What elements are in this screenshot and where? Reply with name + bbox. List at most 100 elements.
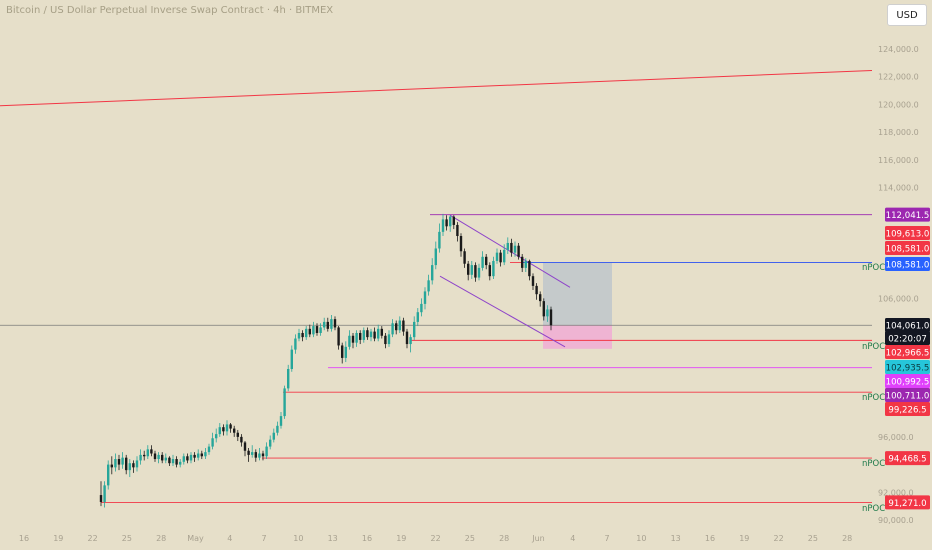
candle-body [236, 432, 239, 437]
candle [377, 324, 380, 342]
channel-upper-line [449, 214, 571, 288]
price-tick-label: 96,000.0 [878, 433, 914, 442]
candle-body [499, 252, 502, 263]
candle-body [197, 453, 200, 458]
candle [254, 449, 257, 462]
candle [549, 306, 553, 331]
candle-body [276, 425, 279, 433]
time-tick-label: 10 [293, 534, 303, 543]
price-label-text: 109,613.0 [886, 230, 930, 240]
candle [413, 316, 416, 340]
candle [405, 328, 409, 349]
candle-body [315, 326, 319, 333]
candle-body [463, 251, 466, 264]
price-label-text: 100,992.5 [886, 378, 930, 388]
candle-body [308, 328, 311, 335]
time-tick-label: 28 [499, 534, 509, 543]
candle [506, 237, 509, 255]
candle [287, 364, 290, 392]
candle [294, 334, 297, 354]
npoc-tag: nPOC [862, 504, 885, 514]
candle-body [121, 457, 124, 465]
candle [171, 454, 175, 466]
candle [503, 244, 506, 266]
currency-button[interactable]: USD [887, 4, 927, 26]
candle-body [524, 260, 527, 268]
candle-body [409, 337, 412, 345]
time-tick-label: 22 [774, 534, 784, 543]
candle-body [117, 459, 121, 465]
candle [323, 317, 326, 331]
candle-body [207, 446, 211, 453]
candle-body [261, 453, 265, 457]
price-tick-label: 114,000.0 [878, 184, 919, 193]
time-tick-label: 28 [156, 534, 166, 543]
candle-body [477, 267, 481, 278]
candle [146, 445, 149, 460]
candle-body [549, 309, 553, 326]
position-stop-zone[interactable] [543, 325, 612, 349]
candle [308, 324, 311, 338]
candle [456, 222, 459, 242]
candle [348, 330, 351, 350]
candle [337, 326, 340, 350]
candle-body [362, 330, 365, 340]
candle [395, 320, 398, 335]
candle-body [294, 338, 297, 350]
price-tick-label: 106,000.0 [878, 294, 919, 303]
candle-body [485, 256, 488, 266]
long-position-tool[interactable] [543, 262, 612, 349]
candle [344, 341, 347, 363]
candle-body [441, 219, 445, 232]
candle-body [459, 236, 463, 252]
price-label-box [885, 495, 930, 510]
time-tick-label: 13 [671, 534, 681, 543]
position-target-zone[interactable] [543, 262, 612, 326]
candle-body [211, 438, 214, 447]
candle-body [531, 276, 535, 286]
candle-body [384, 335, 387, 345]
candle-body [492, 260, 495, 277]
candle [481, 251, 484, 271]
candle [164, 453, 167, 464]
candle-body [153, 453, 157, 460]
candle-body [272, 432, 275, 440]
candle [283, 385, 286, 419]
price-tick-label: 92,000.0 [878, 488, 914, 497]
candle-body [204, 452, 207, 457]
candle-body [265, 446, 268, 457]
candle [387, 330, 391, 347]
candle-body [535, 285, 538, 295]
candle-body [132, 463, 135, 468]
candle [488, 262, 491, 281]
price-tick-label: 120,000.0 [878, 100, 919, 109]
candle-body [215, 434, 218, 439]
candle [517, 242, 520, 260]
candle [492, 256, 495, 279]
candle [459, 233, 463, 257]
candle [535, 283, 538, 300]
price-tick-label: 116,000.0 [878, 156, 919, 165]
candle-body [517, 245, 520, 257]
candle-body [488, 265, 491, 277]
price-label-text: 108,581.0 [886, 261, 930, 271]
candle-body [348, 335, 351, 347]
time-tick-label: 10 [636, 534, 646, 543]
candle-body [128, 463, 131, 471]
price-label-text: 02:20:07 [888, 335, 927, 345]
candle [150, 445, 153, 457]
candle [218, 423, 221, 437]
candle [474, 262, 477, 282]
candle [276, 421, 279, 436]
candle-body [139, 454, 142, 461]
candle-body [243, 442, 247, 451]
candle-body [161, 454, 164, 461]
candle-body [449, 216, 452, 227]
time-axis[interactable]: 16 19 22 25 28 May 4 7 10 13 16 19 22 25 28 Jun 4 7 10 13 16… [19, 534, 852, 543]
candle-body [434, 248, 437, 266]
candle-body [431, 265, 434, 281]
time-tick-label: 19 [739, 534, 749, 543]
candle [110, 456, 113, 475]
time-tick-label: 7 [262, 534, 267, 543]
